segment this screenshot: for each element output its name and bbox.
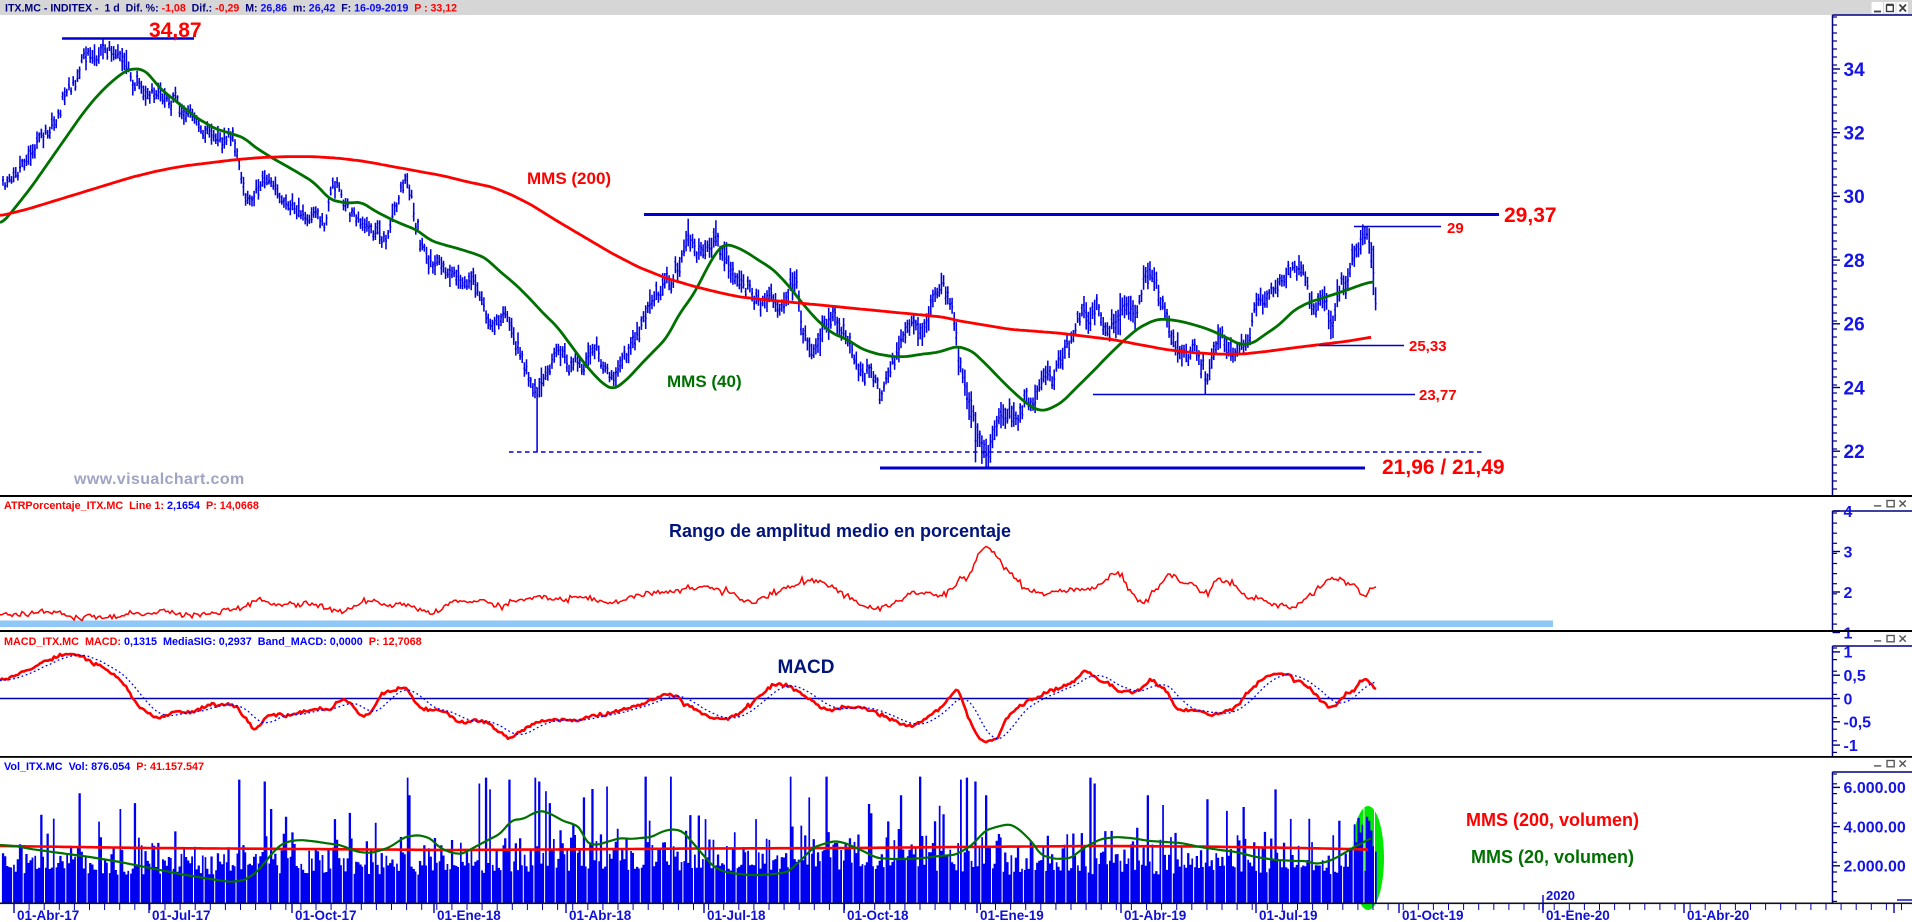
svg-text:0,5: 0,5 xyxy=(1844,668,1866,685)
svg-text:Rango de amplitud medio en por: Rango de amplitud medio en porcentaje xyxy=(669,521,1011,541)
svg-text:01-Oct-17: 01-Oct-17 xyxy=(295,908,357,922)
svg-text:Vol_ITX.MC Vol: 876.054 P: 4: Vol_ITX.MC Vol: 876.054 P: 41.157.547 xyxy=(4,761,204,773)
svg-text:MMS (200): MMS (200) xyxy=(527,169,611,188)
svg-text:28: 28 xyxy=(1844,251,1865,272)
svg-text:26: 26 xyxy=(1844,315,1865,336)
svg-text:01-Abr-17: 01-Abr-17 xyxy=(17,908,79,922)
svg-text:2020: 2020 xyxy=(1546,888,1575,903)
svg-text:01-Jul-17: 01-Jul-17 xyxy=(152,908,211,922)
svg-text:34: 34 xyxy=(1844,60,1866,81)
svg-text:01-Abr-18: 01-Abr-18 xyxy=(569,908,632,922)
svg-text:MMS (40): MMS (40) xyxy=(667,372,742,391)
svg-text:www.visualchart.com: www.visualchart.com xyxy=(73,471,245,488)
svg-text:01-Oct-19: 01-Oct-19 xyxy=(1402,908,1464,922)
svg-text:30: 30 xyxy=(1844,187,1865,208)
svg-text:01-Abr-19: 01-Abr-19 xyxy=(1124,908,1186,922)
svg-text:21,96 / 21,49: 21,96 / 21,49 xyxy=(1382,456,1505,479)
svg-text:4.000.00: 4.000.00 xyxy=(1844,819,1906,836)
svg-text:29: 29 xyxy=(1447,220,1464,237)
svg-text:24: 24 xyxy=(1844,378,1866,399)
svg-text:0: 0 xyxy=(1844,691,1853,708)
svg-text:-1: -1 xyxy=(1844,738,1858,755)
svg-text:MMS (200, volumen): MMS (200, volumen) xyxy=(1466,810,1639,830)
svg-text:1: 1 xyxy=(1844,645,1853,662)
svg-text:23,77: 23,77 xyxy=(1419,387,1457,404)
svg-text:2: 2 xyxy=(1844,585,1853,602)
svg-text:4: 4 xyxy=(1844,504,1853,521)
svg-text:22: 22 xyxy=(1844,442,1865,463)
svg-text:34,87: 34,87 xyxy=(149,19,202,42)
svg-text:3: 3 xyxy=(1844,544,1853,561)
svg-text:1: 1 xyxy=(1844,625,1853,642)
svg-text:6.000.00: 6.000.00 xyxy=(1844,780,1906,797)
svg-text:01-Ene-20: 01-Ene-20 xyxy=(1546,908,1610,922)
svg-text:01-Ene-18: 01-Ene-18 xyxy=(437,908,501,922)
svg-text:01-Abr-20: 01-Abr-20 xyxy=(1687,908,1749,922)
svg-text:01-Oct-18: 01-Oct-18 xyxy=(847,908,909,922)
svg-text:-0,5: -0,5 xyxy=(1844,715,1872,732)
svg-text:01-Ene-19: 01-Ene-19 xyxy=(980,908,1044,922)
svg-text:01-Jul-18: 01-Jul-18 xyxy=(707,908,766,922)
svg-text:ATRPorcentaje_ITX.MC Line 1:: ATRPorcentaje_ITX.MC Line 1: 2,1654 P: 1… xyxy=(4,500,259,512)
svg-text:2.000.00: 2.000.00 xyxy=(1844,859,1906,876)
svg-text:29,37: 29,37 xyxy=(1504,204,1557,227)
svg-text:01-Jul-19: 01-Jul-19 xyxy=(1259,908,1318,922)
svg-text:32: 32 xyxy=(1844,124,1865,145)
svg-text:MMS (20, volumen): MMS (20, volumen) xyxy=(1471,847,1634,867)
svg-text:MACD_ITX.MC MACD: 0,1315 Med: MACD_ITX.MC MACD: 0,1315 MediaSIG: 0,293… xyxy=(4,636,422,648)
svg-text:25,33: 25,33 xyxy=(1409,338,1447,355)
svg-text:ITX.MC - INDITEX - 1 d Dif.: ITX.MC - INDITEX - 1 d Dif. %: -1,08 Dif… xyxy=(5,3,457,15)
svg-text:MACD: MACD xyxy=(778,657,835,678)
